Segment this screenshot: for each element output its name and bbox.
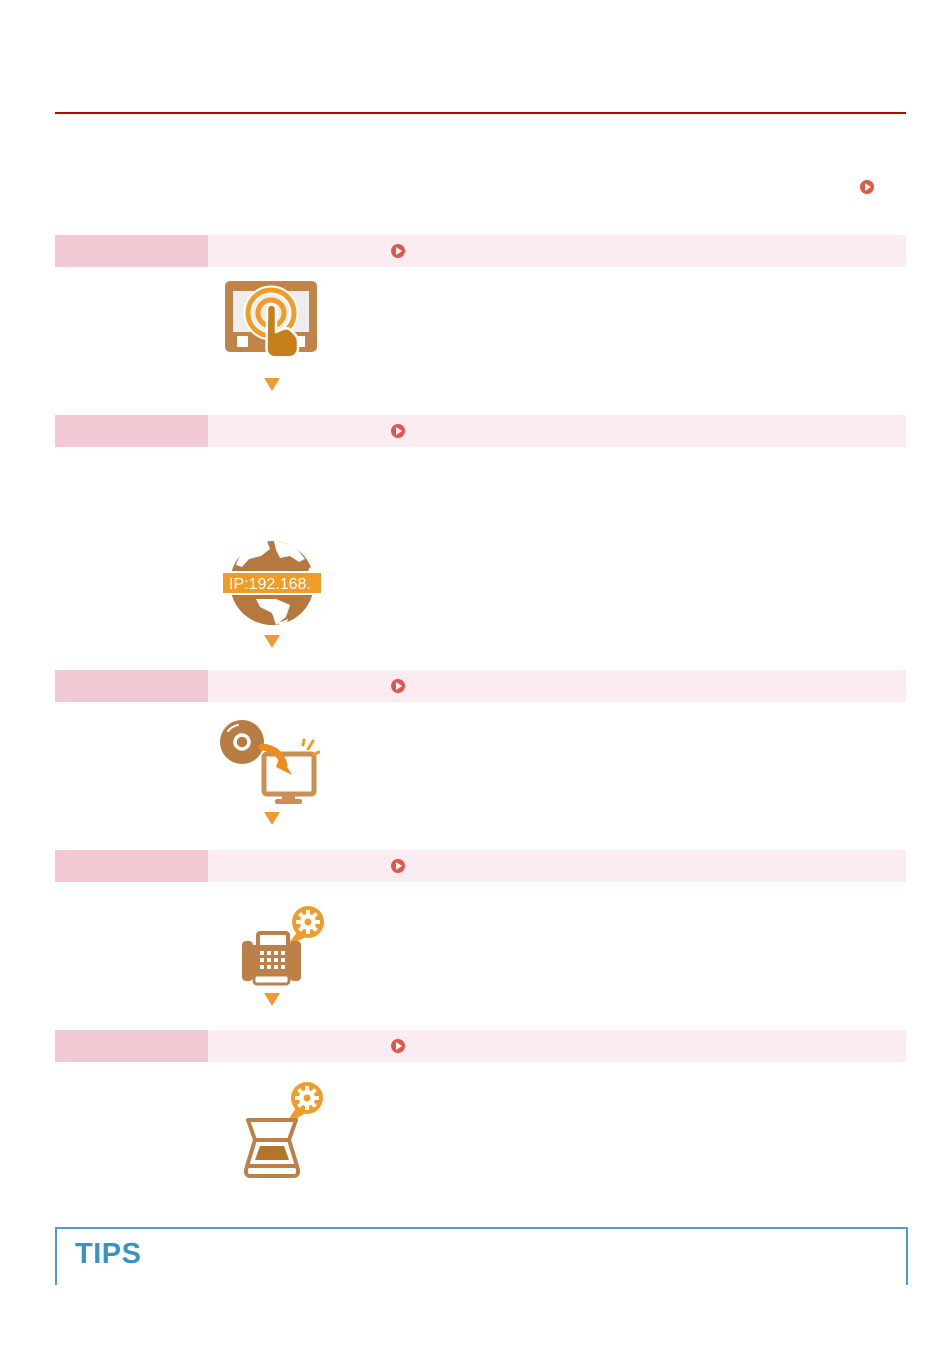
step-link-area[interactable] — [208, 670, 906, 702]
play-triangle — [396, 1042, 402, 1050]
step-label-area — [55, 1030, 208, 1062]
step-label-area — [55, 415, 208, 447]
step-section-5 — [55, 1030, 906, 1190]
next-step-arrow-icon — [264, 812, 280, 825]
step-section-2: IP:192.168. — [55, 415, 906, 670]
touch-panel-icon — [224, 280, 318, 368]
next-step-arrow-icon — [264, 378, 280, 391]
step-label-area — [55, 850, 208, 882]
step-link-area[interactable] — [208, 235, 906, 267]
globe-ip-address-icon: IP:192.168. — [222, 539, 322, 629]
step-section-4 — [55, 850, 906, 1030]
step-banner[interactable] — [55, 850, 906, 882]
play-circle-icon — [391, 244, 405, 258]
tips-border-right — [906, 1227, 908, 1285]
step-label-area — [55, 670, 208, 702]
tips-section: TIPS — [55, 1227, 908, 1369]
play-circle-icon — [391, 859, 405, 873]
step-section-3 — [55, 670, 906, 850]
play-circle-icon — [391, 1039, 405, 1053]
play-circle-icon[interactable] — [860, 180, 874, 194]
step-banner[interactable] — [55, 1030, 906, 1062]
ip-address-label: IP:192.168. — [229, 576, 311, 593]
play-triangle — [396, 427, 402, 435]
tips-border-left — [55, 1227, 57, 1285]
tips-border-top — [55, 1227, 908, 1229]
play-circle-icon — [391, 424, 405, 438]
cd-install-to-computer-icon — [218, 719, 320, 804]
step-link-area[interactable] — [208, 1030, 906, 1062]
fax-settings-gear-icon — [240, 905, 328, 987]
step-banner[interactable] — [55, 235, 906, 267]
step-link-area[interactable] — [208, 415, 906, 447]
step-label-area — [55, 235, 208, 267]
step-banner[interactable] — [55, 415, 906, 447]
tips-heading: TIPS — [75, 1238, 142, 1270]
heading-divider — [55, 112, 906, 114]
step-banner[interactable] — [55, 670, 906, 702]
play-triangle — [396, 682, 402, 690]
scanner-settings-gear-icon — [240, 1082, 326, 1178]
next-step-arrow-icon — [264, 635, 280, 648]
play-triangle — [396, 247, 402, 255]
step-section-1 — [55, 235, 906, 415]
step-link-area[interactable] — [208, 850, 906, 882]
play-triangle — [865, 183, 871, 191]
play-triangle — [396, 862, 402, 870]
play-circle-icon — [391, 679, 405, 693]
next-step-arrow-icon — [264, 993, 280, 1006]
